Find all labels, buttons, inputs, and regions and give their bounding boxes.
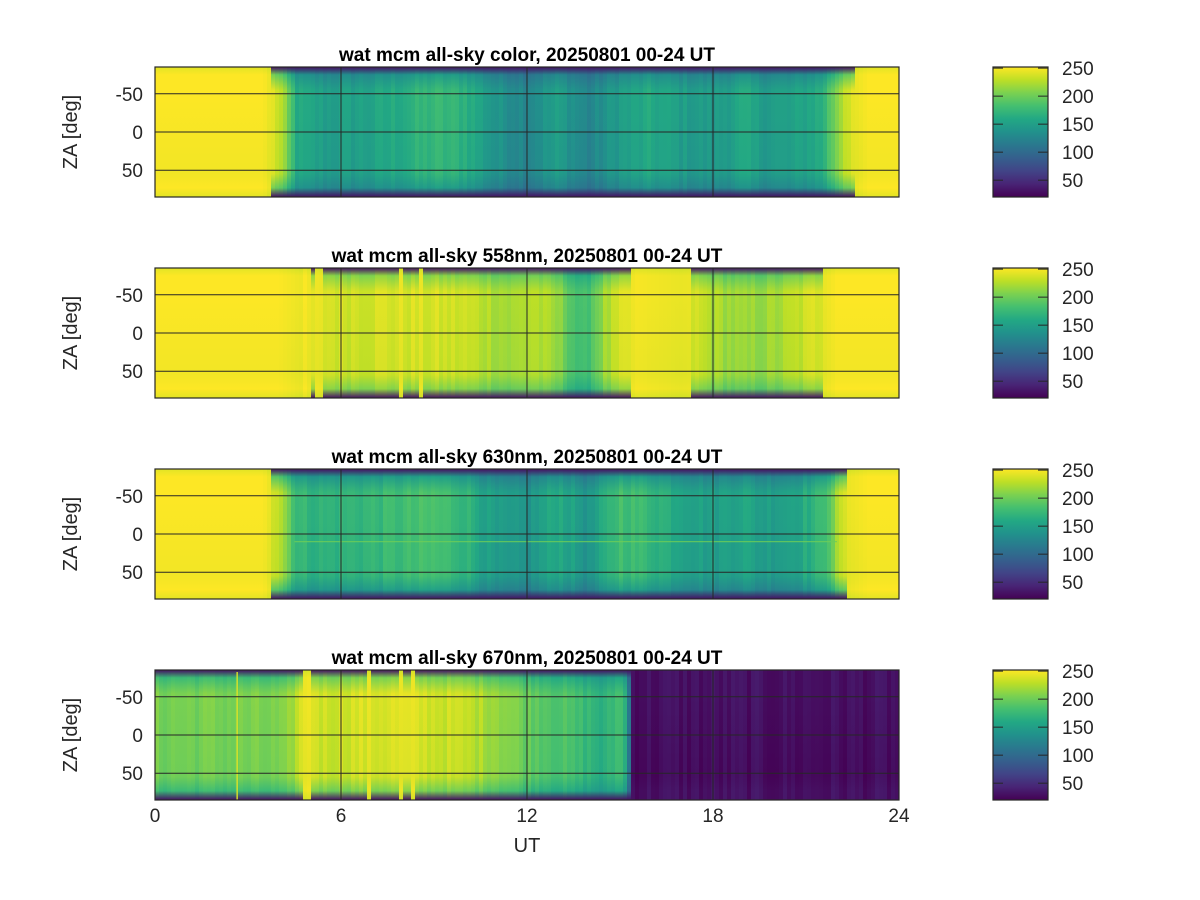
colorbar-tick-label: 100 [1062, 746, 1094, 767]
y-tick-label: -50 [116, 85, 143, 106]
x-tick-label: 12 [516, 806, 537, 827]
colorbar: 50 100 150 200 250 [992, 59, 1094, 198]
panel-title: wat mcm all-sky 630nm, 20250801 00-24 UT [331, 447, 723, 468]
y-tick-label: 50 [122, 764, 143, 785]
colorbar-tick-label: 50 [1062, 774, 1083, 795]
colorbar-tick-label: 200 [1062, 690, 1094, 711]
colorbar-tick-label: 150 [1062, 316, 1094, 337]
colorbar-tick-label: 100 [1062, 143, 1094, 164]
panel-title: wat mcm all-sky color, 20250801 00-24 UT [338, 45, 715, 66]
y-axis-label: ZA [deg] [60, 95, 82, 170]
y-tick-label: 50 [122, 161, 143, 182]
panel-title: wat mcm all-sky 670nm, 20250801 00-24 UT [331, 648, 723, 669]
colorbar-tick-label: 250 [1062, 59, 1094, 80]
y-axis-label: ZA [deg] [60, 296, 82, 371]
panel-4: wat mcm all-sky 670nm, 20250801 00-24 UT… [60, 648, 1094, 857]
x-tick-label: 18 [702, 806, 723, 827]
y-tick-label: 0 [132, 726, 143, 747]
colorbar: 50 100 150 200 250 [992, 260, 1094, 399]
axes-frame [154, 267, 900, 399]
x-axis-label: UT [514, 835, 541, 857]
y-axis-label: ZA [deg] [60, 698, 82, 773]
colorbar: 50 100 150 200 250 [992, 662, 1094, 801]
y-tick-label: 0 [132, 123, 143, 144]
y-tick-label: -50 [116, 688, 143, 709]
y-tick-label: 50 [122, 563, 143, 584]
colorbar-tick-label: 100 [1062, 344, 1094, 365]
colorbar-tick-label: 250 [1062, 461, 1094, 482]
y-tick-label: 50 [122, 362, 143, 383]
colorbar: 50 100 150 200 250 [992, 461, 1094, 600]
colorbar-gradient [992, 66, 1049, 198]
colorbar-tick-label: 200 [1062, 87, 1094, 108]
panel-1: wat mcm all-sky color, 20250801 00-24 UT… [60, 45, 1094, 198]
panel-title: wat mcm all-sky 558nm, 20250801 00-24 UT [331, 246, 723, 267]
colorbar-tick-label: 150 [1062, 718, 1094, 739]
y-tick-label: -50 [116, 487, 143, 508]
axes-frame [154, 468, 900, 600]
colorbar-tick-label: 250 [1062, 662, 1094, 683]
y-tick-label: 0 [132, 324, 143, 345]
x-tick-label: 0 [150, 806, 161, 827]
colorbar-tick-label: 200 [1062, 489, 1094, 510]
colorbar-tick-label: 100 [1062, 545, 1094, 566]
colorbar-gradient [992, 468, 1049, 600]
panel-3: wat mcm all-sky 630nm, 20250801 00-24 UT… [60, 447, 1094, 600]
y-tick-label: 0 [132, 525, 143, 546]
colorbar-tick-label: 50 [1062, 573, 1083, 594]
y-tick-label: -50 [116, 286, 143, 307]
panel-2: wat mcm all-sky 558nm, 20250801 00-24 UT… [60, 246, 1094, 399]
colorbar-tick-label: 200 [1062, 288, 1094, 309]
colorbar-tick-label: 150 [1062, 115, 1094, 136]
colorbar-gradient [992, 669, 1049, 801]
axes-frame [154, 66, 900, 198]
y-axis-label: ZA [deg] [60, 497, 82, 572]
colorbar-tick-label: 250 [1062, 260, 1094, 281]
colorbar-gradient [992, 267, 1049, 399]
x-tick-label: 24 [888, 806, 910, 827]
axes-frame [154, 669, 900, 801]
x-tick-label: 6 [336, 806, 347, 827]
colorbar-tick-label: 50 [1062, 372, 1083, 393]
colorbar-tick-label: 50 [1062, 171, 1083, 192]
colorbar-tick-label: 150 [1062, 517, 1094, 538]
